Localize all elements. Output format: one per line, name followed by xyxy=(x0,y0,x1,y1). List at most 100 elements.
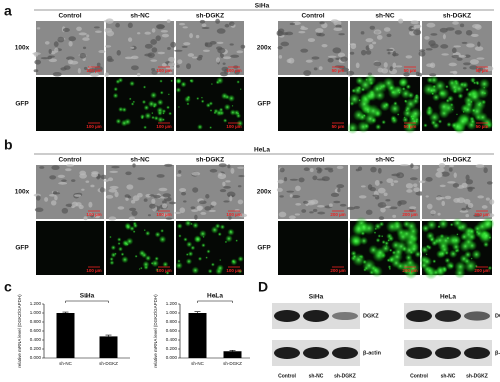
gfp-signal xyxy=(116,237,122,242)
y-tick-label: 0.200 xyxy=(30,346,42,351)
y-tick-label: 1.000 xyxy=(30,310,42,315)
cell xyxy=(380,207,386,213)
cell xyxy=(198,54,203,58)
cell xyxy=(137,177,146,181)
cell xyxy=(312,208,318,212)
cell xyxy=(444,195,452,200)
cell xyxy=(286,190,295,193)
gfp-signal xyxy=(151,111,154,115)
gfp-signal xyxy=(210,262,215,267)
gfp-signal xyxy=(464,250,472,259)
cell xyxy=(190,206,196,210)
band xyxy=(435,310,461,322)
gfp-signal xyxy=(423,123,428,128)
cell xyxy=(151,70,158,75)
gfp-signal xyxy=(438,249,447,258)
cell xyxy=(441,200,446,207)
cell xyxy=(485,197,490,201)
gfp-signal xyxy=(430,119,437,126)
cell xyxy=(453,45,462,48)
cell xyxy=(430,33,438,36)
cell xyxy=(168,71,173,74)
cell xyxy=(413,187,420,193)
gfp-signal xyxy=(227,228,235,236)
gfp-signal xyxy=(437,224,441,229)
gfp-signal xyxy=(165,270,170,275)
cell xyxy=(209,168,218,173)
cell xyxy=(349,43,357,46)
gfp-signal xyxy=(109,235,112,239)
cell xyxy=(228,21,235,26)
cell xyxy=(278,211,287,218)
cell xyxy=(114,191,119,198)
cell xyxy=(418,50,426,57)
cell xyxy=(44,41,50,45)
cell xyxy=(191,209,199,212)
gfp-signal xyxy=(168,111,172,116)
gfp-signal xyxy=(196,124,203,131)
row-label: 200x xyxy=(257,189,272,196)
cell xyxy=(448,164,455,168)
cell xyxy=(298,30,306,34)
cell xyxy=(87,68,97,73)
gfp-signal xyxy=(235,239,239,243)
cell xyxy=(430,43,439,49)
gfp-signal xyxy=(190,245,196,251)
cell xyxy=(137,32,141,35)
cell xyxy=(91,172,99,178)
gfp-signal xyxy=(445,236,450,241)
cell xyxy=(406,189,413,193)
cell xyxy=(405,55,413,59)
y-tick-label: 0.400 xyxy=(166,337,178,342)
cell xyxy=(330,19,339,23)
cell xyxy=(312,175,318,181)
cell xyxy=(437,212,441,216)
cell xyxy=(386,33,392,38)
cell xyxy=(393,180,399,183)
y-axis-label: relative mRNA level (DGKZ/GAPDH) xyxy=(153,294,158,368)
x-tick-label: sh-NC xyxy=(191,361,205,366)
gfp-signal xyxy=(448,81,461,94)
cell xyxy=(426,203,433,210)
scale-label: 50 µm xyxy=(476,68,489,73)
gfp-signal xyxy=(454,260,467,273)
cell xyxy=(487,213,495,218)
cell xyxy=(474,46,484,51)
row-label: GFP xyxy=(257,101,271,108)
gfp-signal xyxy=(373,231,377,235)
gfp-signal xyxy=(454,249,458,253)
cell xyxy=(216,57,221,63)
cell xyxy=(289,178,299,181)
protein-label: DGKZ xyxy=(363,313,379,319)
scale-label: 100 µm xyxy=(226,268,241,273)
cell xyxy=(451,47,457,54)
cell xyxy=(71,201,78,207)
gfp-signal xyxy=(457,92,464,99)
gfp-signal xyxy=(478,78,491,90)
gfp-signal xyxy=(214,223,221,229)
x-tick-label: sh-DGKZ xyxy=(99,361,118,366)
gfp-signal xyxy=(375,123,382,131)
cell xyxy=(108,188,118,193)
cell xyxy=(465,29,473,36)
cell xyxy=(277,45,283,50)
gfp-signal xyxy=(387,238,391,242)
gfp-signal xyxy=(158,235,167,244)
gfp-signal xyxy=(205,102,211,108)
cell xyxy=(230,54,240,58)
cell xyxy=(177,59,183,65)
cell xyxy=(336,184,345,189)
cell xyxy=(389,66,393,72)
cell xyxy=(451,54,460,59)
cell xyxy=(90,184,95,188)
gfp-signal xyxy=(187,251,194,257)
cell xyxy=(217,47,226,54)
cell xyxy=(377,187,386,194)
gfp-signal xyxy=(118,246,123,252)
cell xyxy=(294,213,301,216)
gfp-signal xyxy=(402,116,409,124)
cell xyxy=(338,33,345,36)
gfp-signal xyxy=(468,227,476,235)
cell xyxy=(360,49,367,56)
cell xyxy=(470,33,479,37)
